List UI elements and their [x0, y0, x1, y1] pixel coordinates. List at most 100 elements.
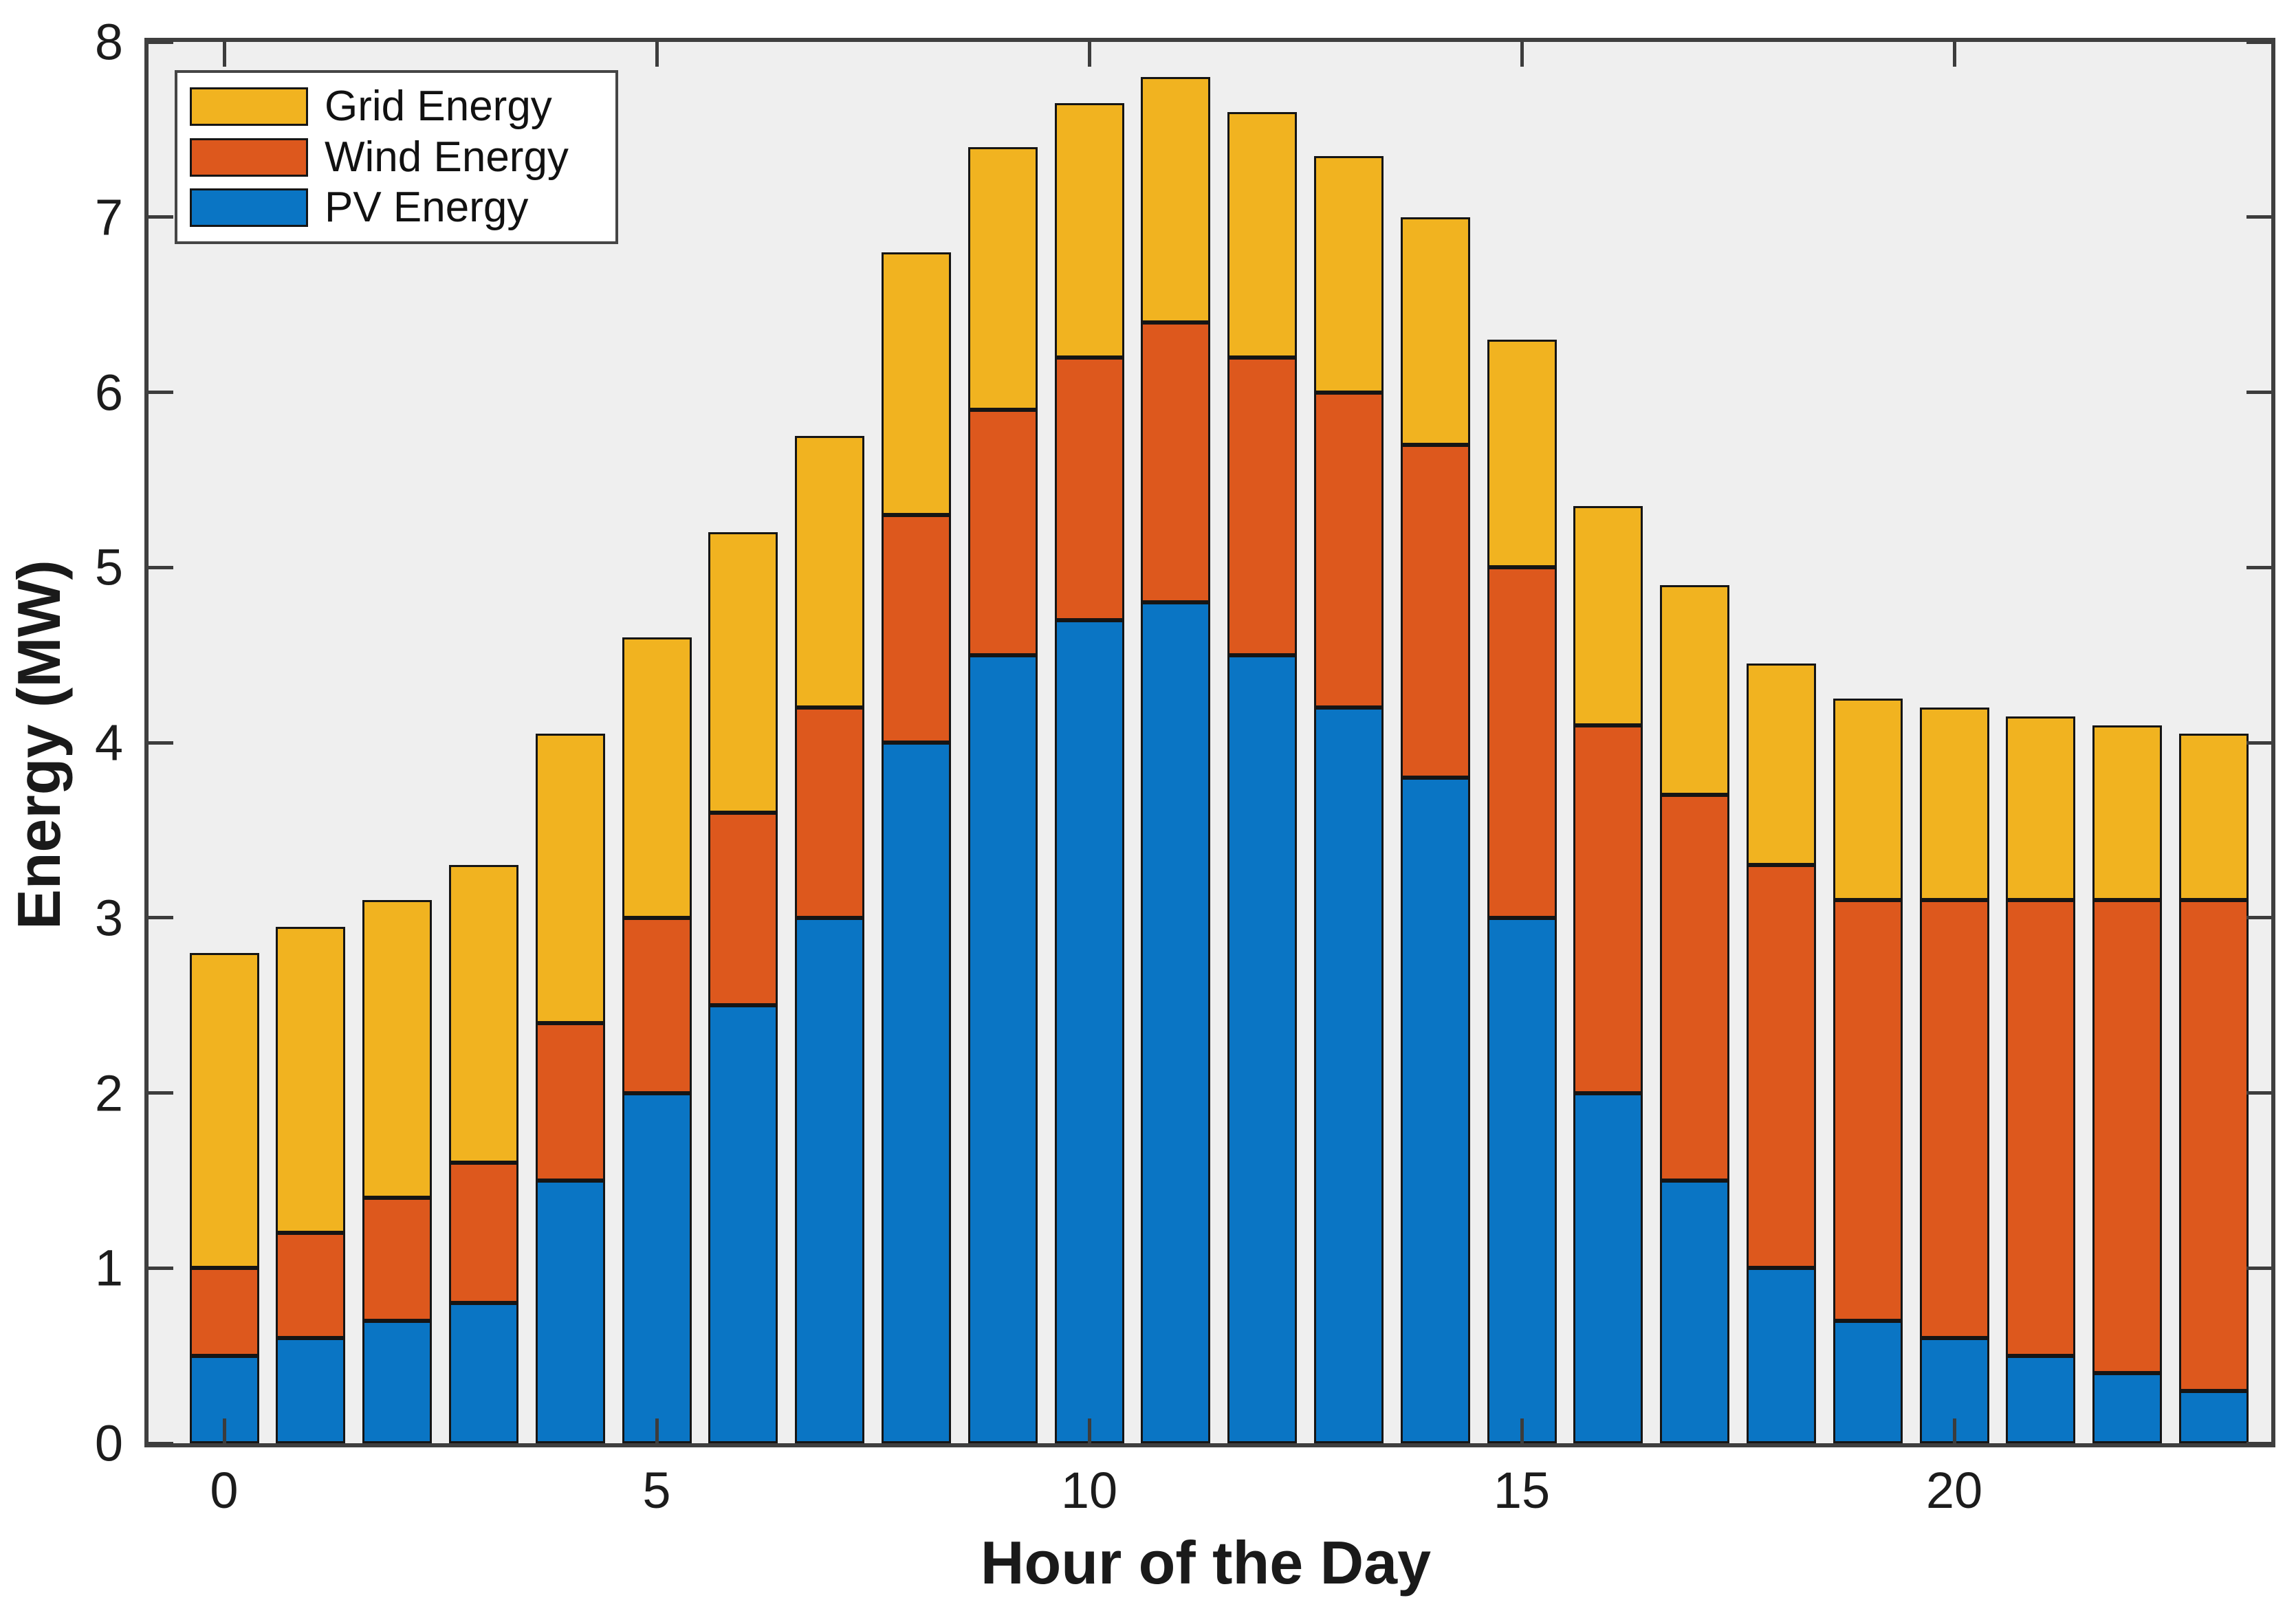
bar-segment-grid-energy-hour-11 — [1141, 76, 1211, 322]
bar-segment-wind-energy-hour-6 — [708, 812, 778, 1006]
bar-segment-wind-energy-hour-22 — [2092, 900, 2163, 1374]
x-axis-label: Hour of the Day — [980, 1528, 1432, 1597]
bar-segment-grid-energy-hour-21 — [2006, 716, 2076, 901]
bar-segment-wind-energy-hour-21 — [2006, 900, 2076, 1356]
x-tick-label-20: 20 — [1925, 1462, 1983, 1519]
y-tick-mark-3-left — [149, 916, 173, 920]
bar-segment-pv-energy-hour-23 — [2178, 1390, 2249, 1443]
bar-segment-pv-energy-hour-21 — [2006, 1355, 2076, 1443]
bar-segment-wind-energy-hour-9 — [967, 409, 1038, 655]
y-tick-mark-4-left — [149, 741, 173, 745]
y-tick-mark-1-left — [149, 1266, 173, 1270]
y-tick-mark-8-left — [149, 40, 173, 44]
y-tick-label-7: 7 — [94, 188, 123, 246]
bar-segment-pv-energy-hour-5 — [622, 1093, 692, 1443]
bar-segment-grid-energy-hour-2 — [362, 900, 433, 1198]
x-tick-mark-15-bottom — [1520, 1418, 1524, 1443]
x-tick-label-15: 15 — [1493, 1462, 1551, 1519]
legend-label-grid-energy: Grid Energy — [325, 82, 552, 130]
x-tick-label-5: 5 — [642, 1462, 671, 1519]
legend-item-grid-energy: Grid Energy — [190, 85, 615, 128]
bar-segment-pv-energy-hour-4 — [535, 1180, 605, 1443]
x-tick-mark-10-top — [1087, 42, 1091, 67]
bar-segment-pv-energy-hour-3 — [448, 1303, 518, 1443]
bar-segment-wind-energy-hour-0 — [189, 1268, 259, 1356]
legend-swatch-grid-energy — [190, 87, 308, 126]
y-tick-mark-2-right — [2246, 1091, 2271, 1095]
x-tick-mark-15-top — [1520, 42, 1524, 67]
y-tick-mark-0-left — [149, 1441, 173, 1445]
bar-segment-grid-energy-hour-20 — [1919, 708, 1989, 901]
bar-segment-wind-energy-hour-2 — [362, 1198, 433, 1321]
bar-segment-grid-energy-hour-19 — [1833, 699, 1903, 901]
y-tick-mark-7-right — [2246, 215, 2271, 219]
bar-segment-wind-energy-hour-12 — [1227, 357, 1298, 655]
y-tick-mark-4-right — [2246, 741, 2271, 745]
bar-segment-wind-energy-hour-19 — [1833, 900, 1903, 1321]
bar-segment-wind-energy-hour-15 — [1487, 567, 1557, 918]
bar-segment-pv-energy-hour-18 — [1746, 1268, 1816, 1443]
bar-segment-wind-energy-hour-14 — [1400, 444, 1470, 778]
legend-item-wind-energy: Wind Energy — [190, 133, 615, 181]
bar-segment-wind-energy-hour-3 — [448, 1163, 518, 1304]
x-tick-mark-20-bottom — [1952, 1418, 1956, 1443]
x-tick-mark-5-bottom — [655, 1418, 659, 1443]
bar-segment-grid-energy-hour-7 — [795, 436, 865, 708]
x-tick-label-10: 10 — [1060, 1462, 1118, 1519]
bar-segment-grid-energy-hour-10 — [1054, 103, 1124, 358]
bar-segment-grid-energy-hour-5 — [622, 637, 692, 918]
x-tick-mark-20-top — [1952, 42, 1956, 67]
plot-area — [144, 38, 2275, 1447]
bar-segment-pv-energy-hour-2 — [362, 1320, 433, 1443]
bar-segment-wind-energy-hour-13 — [1313, 392, 1384, 708]
legend-swatch-pv-energy — [190, 188, 308, 228]
legend-label-wind-energy: Wind Energy — [325, 133, 569, 181]
bar-segment-grid-energy-hour-0 — [189, 952, 259, 1269]
bar-segment-grid-energy-hour-4 — [535, 734, 605, 1023]
y-tick-label-6: 6 — [94, 364, 123, 421]
y-tick-mark-6-right — [2246, 391, 2271, 394]
y-tick-label-4: 4 — [94, 714, 123, 771]
bar-segment-pv-energy-hour-17 — [1660, 1180, 1730, 1443]
bar-segment-grid-energy-hour-13 — [1313, 155, 1384, 393]
bar-segment-grid-energy-hour-12 — [1227, 111, 1298, 358]
y-tick-mark-3-right — [2246, 916, 2271, 920]
bar-segment-grid-energy-hour-17 — [1660, 584, 1730, 796]
bar-segment-pv-energy-hour-13 — [1313, 708, 1384, 1443]
x-tick-mark-5-top — [655, 42, 659, 67]
x-tick-mark-0-bottom — [222, 1418, 226, 1443]
y-tick-mark-8-right — [2246, 40, 2271, 44]
y-tick-mark-5-right — [2246, 565, 2271, 569]
y-tick-mark-2-left — [149, 1091, 173, 1095]
bar-segment-wind-energy-hour-23 — [2178, 900, 2249, 1391]
bar-segment-pv-energy-hour-22 — [2092, 1373, 2163, 1443]
y-tick-label-0: 0 — [94, 1414, 123, 1472]
bar-segment-pv-energy-hour-7 — [795, 917, 865, 1443]
bar-segment-grid-energy-hour-9 — [967, 146, 1038, 410]
y-tick-mark-6-left — [149, 391, 173, 394]
bar-segment-pv-energy-hour-16 — [1573, 1093, 1643, 1443]
legend-item-pv-energy: PV Energy — [190, 186, 615, 229]
bar-segment-wind-energy-hour-7 — [795, 708, 865, 918]
bar-segment-grid-energy-hour-18 — [1746, 664, 1816, 866]
legend-swatch-wind-energy — [190, 138, 308, 177]
bar-segment-pv-energy-hour-12 — [1227, 655, 1298, 1443]
bar-segment-pv-energy-hour-15 — [1487, 917, 1557, 1443]
bar-segment-pv-energy-hour-19 — [1833, 1320, 1903, 1443]
y-tick-mark-5-left — [149, 565, 173, 569]
bar-segment-grid-energy-hour-15 — [1487, 340, 1557, 568]
bar-segment-grid-energy-hour-14 — [1400, 217, 1470, 445]
x-tick-mark-0-top — [222, 42, 226, 67]
y-tick-label-1: 1 — [94, 1239, 123, 1297]
x-tick-mark-10-bottom — [1087, 1418, 1091, 1443]
y-tick-mark-7-left — [149, 215, 173, 219]
bar-segment-pv-energy-hour-10 — [1054, 620, 1124, 1443]
bar-segment-pv-energy-hour-6 — [708, 1005, 778, 1443]
bar-segment-wind-energy-hour-1 — [276, 1233, 346, 1339]
bar-segment-grid-energy-hour-6 — [708, 532, 778, 813]
bar-segment-pv-energy-hour-9 — [967, 655, 1038, 1443]
bar-segment-wind-energy-hour-16 — [1573, 725, 1643, 1093]
y-tick-label-5: 5 — [94, 538, 123, 596]
y-tick-label-3: 3 — [94, 889, 123, 947]
